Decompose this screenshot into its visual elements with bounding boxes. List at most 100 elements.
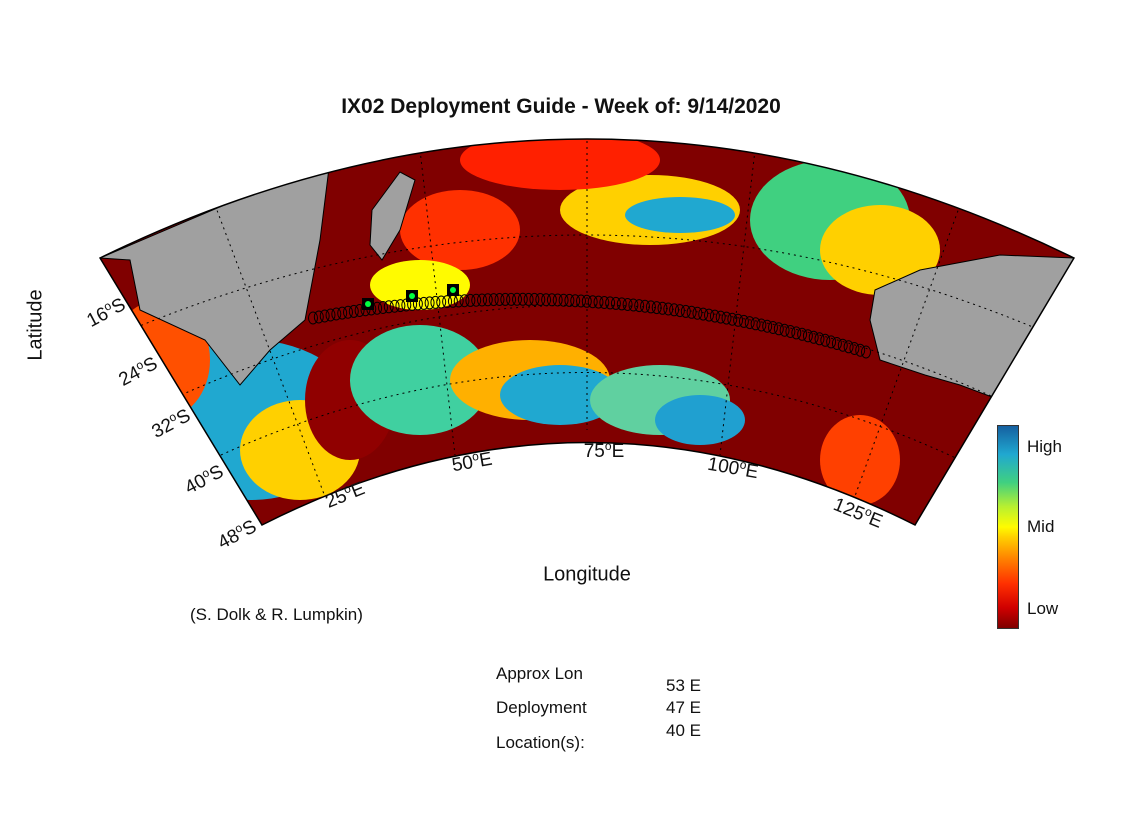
track-marker [715, 310, 726, 324]
track-marker [465, 293, 476, 307]
track-marker [709, 309, 720, 323]
track-marker [779, 323, 790, 337]
track-marker [663, 302, 674, 316]
deployment-label-line2: Deployment [496, 698, 587, 717]
credit-text: (S. Dolk & R. Lumpkin) [190, 605, 363, 624]
track-marker [616, 297, 627, 311]
deployment-marker-dot-1 [365, 301, 371, 307]
track-marker [581, 294, 592, 308]
track-marker [768, 321, 778, 334]
track-marker [849, 342, 860, 355]
track-marker [791, 326, 802, 340]
heatmap-field [100, 139, 1074, 525]
track-marker [628, 298, 639, 312]
colorbar [997, 425, 1019, 629]
track-marker [506, 292, 517, 306]
deployment-lon-2: 47 E [666, 698, 701, 717]
track-marker [704, 308, 714, 322]
track-marker [558, 293, 569, 307]
lon-tick-75: 75oE [583, 439, 625, 462]
track-marker [744, 316, 755, 330]
track-marker [500, 292, 511, 306]
track-marker [861, 345, 871, 359]
track-marker [686, 305, 697, 319]
track-marker [785, 325, 796, 338]
track-marker [808, 330, 819, 344]
x-axis-label: Longitude [543, 563, 631, 586]
track-marker [802, 329, 813, 343]
track-marker [622, 298, 633, 311]
track-marker [430, 295, 441, 309]
track-marker [512, 292, 522, 306]
track-marker [576, 294, 586, 308]
track-marker [651, 301, 662, 315]
track-marker [640, 299, 650, 313]
track-marker [733, 313, 744, 327]
track-marker [395, 299, 406, 313]
track-marker [843, 340, 854, 354]
track-marker [564, 293, 575, 307]
track-marker [698, 307, 709, 321]
track-marker [855, 343, 866, 357]
track-marker [721, 311, 732, 325]
page-title: IX02 Deployment Guide - Week of: 9/14/20… [341, 95, 781, 118]
track-marker [488, 293, 499, 307]
track-marker [645, 300, 656, 314]
track-marker [831, 337, 842, 350]
track-marker [319, 309, 330, 323]
track-marker [418, 296, 429, 310]
track-marker [773, 322, 784, 336]
colorbar-low-label: Low [1027, 599, 1059, 618]
track-marker [814, 332, 825, 346]
track-marker [762, 319, 773, 333]
track-marker [494, 293, 505, 306]
deployment-lon-1: 53 E [666, 676, 701, 695]
track-marker [517, 292, 528, 306]
track-marker [308, 311, 318, 325]
deployment-lon-3: 40 E [666, 721, 701, 740]
track-marker [750, 317, 761, 331]
track-marker [599, 296, 610, 309]
track-marker [570, 294, 581, 308]
y-axis-label: Latitude [24, 289, 47, 361]
track-marker [797, 327, 808, 341]
track-marker [313, 310, 324, 324]
track-marker [523, 292, 534, 306]
track-marker [587, 295, 598, 309]
track-marker [826, 335, 837, 349]
track-marker [354, 304, 365, 317]
track-marker [337, 306, 348, 320]
track-marker [535, 293, 546, 306]
track-marker [837, 338, 848, 352]
track-marker [331, 307, 342, 321]
track-marker [529, 292, 540, 306]
track-marker [605, 296, 616, 310]
track-marker [669, 303, 680, 317]
track-marker [436, 295, 447, 309]
deployment-markers [362, 284, 459, 310]
track-marker [738, 314, 749, 328]
track-marker [389, 299, 400, 313]
deployment-marker-dot-3 [450, 287, 456, 293]
track-marker [820, 333, 831, 347]
track-marker [541, 293, 552, 307]
track-marker [424, 296, 435, 310]
track-marker [680, 304, 691, 318]
track-marker [692, 306, 703, 320]
track-marker [348, 304, 359, 318]
track-marker [674, 304, 685, 318]
track-marker [378, 301, 388, 314]
track-marker [657, 301, 668, 315]
colorbar-high-label: High [1027, 437, 1062, 456]
deployment-marker-dot-2 [409, 293, 415, 299]
track-marker [552, 293, 563, 307]
colorbar-mid-label: Mid [1027, 517, 1055, 536]
ship-track [308, 292, 871, 359]
track-marker [756, 318, 767, 332]
track-marker [471, 293, 482, 307]
map-frame [98, 138, 1076, 526]
track-marker [634, 299, 645, 313]
track-marker [459, 294, 470, 308]
track-marker [610, 296, 621, 310]
